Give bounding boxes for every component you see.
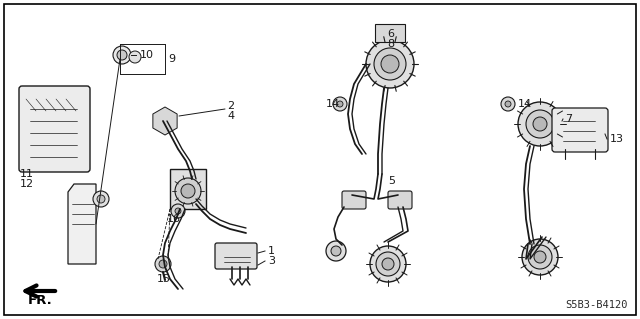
Circle shape [97,195,105,203]
Circle shape [155,111,175,131]
Text: 9: 9 [168,54,175,64]
Text: FR.: FR. [28,294,52,308]
Text: 14: 14 [326,99,340,109]
Circle shape [171,204,185,218]
Circle shape [326,241,346,261]
FancyBboxPatch shape [19,86,90,172]
Circle shape [501,97,515,111]
Text: 5: 5 [388,176,395,186]
Text: 15: 15 [157,274,171,284]
Circle shape [155,256,171,272]
Circle shape [117,50,127,60]
Circle shape [129,51,141,63]
Circle shape [175,208,181,214]
Circle shape [528,245,552,269]
Bar [375,24,405,42]
Text: 12: 12 [20,179,34,189]
Circle shape [533,117,547,131]
Circle shape [337,101,343,107]
Polygon shape [68,184,96,264]
Text: 11: 11 [20,169,34,179]
Text: 13: 13 [610,134,624,144]
Circle shape [526,110,554,138]
Circle shape [370,246,406,282]
Circle shape [333,97,347,111]
Text: 1: 1 [268,246,275,256]
Text: 16: 16 [167,214,181,224]
FancyBboxPatch shape [342,191,366,209]
Text: S5B3-B4120: S5B3-B4120 [566,300,628,310]
Text: 8: 8 [387,39,394,49]
Text: 2: 2 [227,101,234,111]
Circle shape [518,102,562,146]
Circle shape [93,191,109,207]
Circle shape [382,258,394,270]
Circle shape [376,252,400,276]
Circle shape [374,48,406,80]
Text: 3: 3 [268,256,275,266]
Text: 10: 10 [140,50,154,60]
Circle shape [113,46,131,64]
Circle shape [160,116,170,126]
Text: 6: 6 [387,29,394,39]
Circle shape [505,101,511,107]
Circle shape [331,246,341,256]
FancyBboxPatch shape [388,191,412,209]
Text: 4: 4 [227,111,234,121]
Circle shape [381,55,399,73]
Circle shape [534,251,546,263]
Text: 7: 7 [565,114,572,124]
Circle shape [522,239,558,275]
FancyBboxPatch shape [215,243,257,269]
FancyBboxPatch shape [552,108,608,152]
Text: 14: 14 [518,99,532,109]
Circle shape [366,40,414,88]
Bar [170,169,206,209]
Circle shape [181,184,195,198]
Circle shape [159,260,167,268]
Polygon shape [153,107,177,135]
Circle shape [175,178,201,204]
